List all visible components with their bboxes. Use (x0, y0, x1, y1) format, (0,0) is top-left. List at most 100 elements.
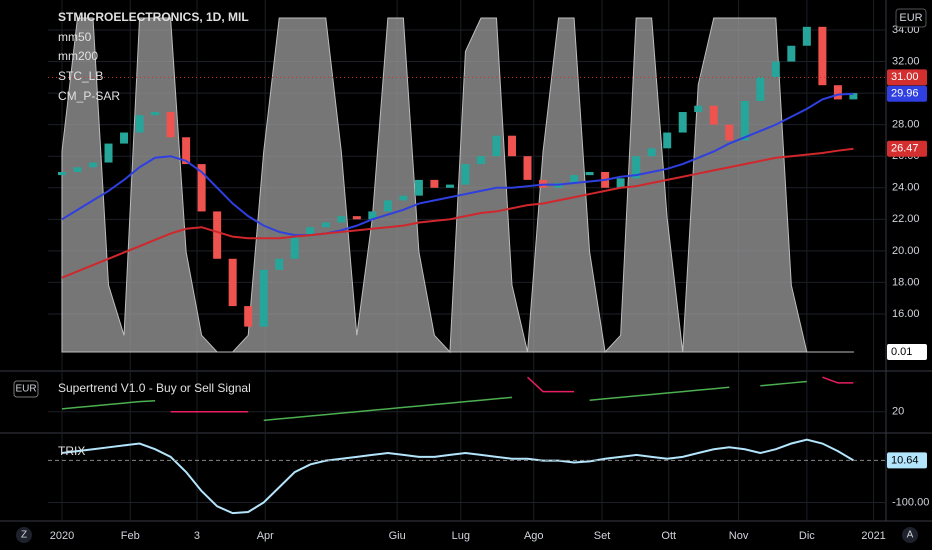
y-tick-label: -100.00 (892, 496, 929, 508)
x-tick-label: Ott (661, 530, 676, 542)
indicator-line (61, 380, 807, 422)
toolbar-button[interactable] (902, 527, 918, 543)
x-tick-label: Giu (389, 530, 406, 542)
candle (73, 167, 82, 172)
y-tick-label: 32.00 (892, 55, 920, 67)
x-tick-label: 3 (194, 530, 200, 542)
candle (399, 195, 408, 201)
price-tag (887, 452, 927, 469)
candle (492, 135, 501, 157)
price-tag (887, 85, 927, 102)
candle (197, 164, 206, 212)
indicator-line (61, 438, 854, 515)
candle (290, 235, 299, 259)
candle (383, 200, 392, 212)
x-tick-label: 2021 (861, 530, 885, 542)
toolbar-label[interactable]: A (907, 530, 914, 541)
candle (694, 105, 703, 113)
candle (120, 132, 129, 144)
candle (508, 135, 517, 157)
candle (632, 156, 641, 179)
candle (616, 178, 625, 188)
indicator-line (61, 92, 854, 237)
candle (414, 179, 423, 196)
candle (833, 85, 842, 100)
candle (647, 148, 656, 157)
candle (756, 77, 765, 101)
y-tick-label: 22.00 (892, 213, 920, 225)
x-tick-label: Apr (257, 530, 274, 542)
price-tag-label: 31.00 (891, 71, 919, 83)
currency-box[interactable] (895, 8, 927, 28)
candle (337, 216, 346, 223)
price-tag (887, 69, 927, 86)
pane-title: Supertrend V1.0 - Buy or Sell Signal (58, 381, 251, 395)
indicator-name: CM_P-SAR (58, 89, 120, 103)
candle (818, 26, 827, 86)
candle (352, 216, 361, 220)
candle (523, 156, 532, 180)
candle (104, 143, 113, 163)
candle (725, 124, 734, 141)
candle (306, 227, 315, 236)
candle (585, 171, 594, 176)
candle (182, 137, 191, 165)
price-tag-label: 0.01 (891, 346, 912, 358)
price-tag-label: 10.64 (891, 454, 919, 466)
candle (787, 45, 796, 62)
candle (709, 105, 718, 125)
x-tick-label: Feb (121, 530, 140, 542)
indicator-name: STC_LB (58, 69, 103, 83)
y-tick-label: 18.00 (892, 276, 920, 288)
price-tag (887, 343, 927, 360)
candle (166, 112, 175, 138)
stc-area (61, 17, 854, 354)
candle (228, 258, 237, 307)
candle (57, 171, 66, 176)
candle (244, 306, 253, 327)
toolbar-label[interactable]: Z (21, 530, 27, 541)
candle (430, 179, 439, 188)
x-tick-label: Nov (729, 530, 749, 542)
candle (445, 184, 454, 188)
candle (802, 26, 811, 46)
candle (570, 175, 579, 184)
candle (740, 100, 749, 141)
x-tick-label: Set (594, 530, 611, 542)
candle (321, 222, 330, 228)
toolbar-button[interactable] (16, 527, 32, 543)
candle (476, 156, 485, 165)
indicator-name: mm50 (58, 30, 92, 44)
candle (368, 211, 377, 220)
candle (213, 211, 222, 259)
indicator-line (61, 147, 854, 279)
candle (678, 112, 687, 133)
y-tick-label: 20 (892, 406, 904, 418)
y-tick-label: 28.00 (892, 119, 920, 131)
y-tick-label: 24.00 (892, 182, 920, 194)
x-tick-label: 2020 (50, 530, 74, 542)
candle (259, 269, 268, 327)
price-tag-label: 26.47 (891, 143, 919, 155)
candle (151, 112, 160, 116)
x-tick-label: Lug (452, 530, 470, 542)
candle (275, 258, 284, 270)
x-tick-label: Ago (524, 530, 544, 542)
y-tick-label: 20.00 (892, 245, 920, 257)
indicator-name: mm200 (58, 49, 98, 63)
candle (89, 162, 98, 168)
y-tick-label: 34.00 (892, 24, 920, 36)
indicator-line (170, 376, 854, 413)
candle (663, 132, 672, 149)
chart-title: STMICROELECTRONICS, 1D, MIL (58, 10, 249, 24)
price-tag (887, 140, 927, 157)
currency-box[interactable] (13, 380, 39, 398)
candle (771, 61, 780, 78)
currency[interactable]: EUR (15, 384, 36, 395)
x-tick-label: Dic (799, 530, 815, 542)
candle (135, 115, 144, 133)
currency[interactable]: EUR (899, 12, 922, 24)
pane-title: TRIX (58, 444, 85, 458)
y-tick-label: 16.00 (892, 308, 920, 320)
